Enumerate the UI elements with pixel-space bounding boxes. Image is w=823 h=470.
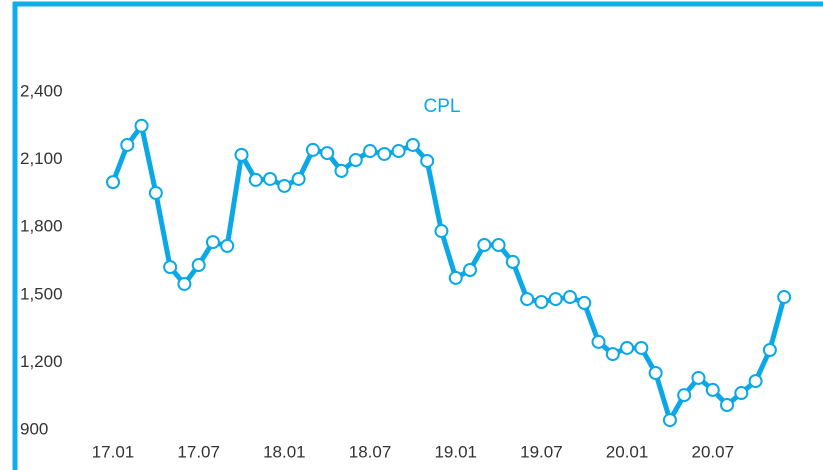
y-tick-label: 1,800 — [20, 217, 63, 236]
x-tick-label: 19.01 — [434, 442, 477, 461]
point — [106, 175, 120, 190]
point — [248, 172, 263, 187]
x-tick-label: 20.07 — [691, 442, 734, 461]
legend-label: CPL — [424, 96, 461, 117]
point — [505, 254, 520, 269]
point — [734, 386, 749, 401]
point — [220, 238, 235, 253]
point — [777, 290, 792, 305]
x-tick-label: 18.01 — [263, 442, 306, 461]
point — [148, 185, 163, 200]
point — [562, 290, 577, 305]
point — [748, 374, 763, 389]
x-tick-label: 19.07 — [520, 442, 563, 461]
point — [648, 365, 663, 380]
point — [691, 370, 706, 385]
point — [305, 142, 320, 157]
point — [620, 340, 635, 355]
y-tick-label: 2,100 — [20, 149, 63, 168]
point — [191, 258, 206, 273]
point — [205, 235, 220, 250]
point — [720, 397, 735, 412]
point — [177, 276, 192, 291]
point — [463, 263, 477, 278]
point — [134, 118, 149, 133]
point — [263, 171, 278, 186]
x-tick-label: 17.07 — [177, 442, 220, 461]
point — [591, 334, 606, 349]
point — [320, 146, 335, 161]
point — [377, 146, 392, 161]
point — [634, 340, 649, 355]
point — [234, 147, 249, 162]
point — [662, 413, 677, 428]
point — [334, 163, 349, 178]
point — [348, 153, 363, 168]
point — [120, 137, 135, 152]
y-tick-label: 1,200 — [20, 352, 63, 371]
x-tick-label: 18.07 — [349, 442, 392, 461]
point — [520, 292, 535, 307]
point — [705, 382, 720, 397]
y-tick-label: 2,400 — [20, 81, 63, 100]
x-tick-label: 20.01 — [606, 442, 649, 461]
point — [491, 238, 506, 253]
point — [477, 238, 492, 253]
point — [448, 270, 463, 285]
y-tick-label: 1,500 — [20, 284, 63, 303]
point — [577, 295, 592, 310]
point — [391, 144, 406, 159]
point — [548, 292, 563, 307]
y-tick-label: 900 — [20, 419, 48, 438]
point — [420, 153, 435, 168]
point — [277, 178, 292, 193]
point — [677, 388, 692, 403]
x-tick-label: 17.01 — [92, 442, 135, 461]
point — [405, 137, 420, 152]
point — [762, 343, 777, 358]
point — [434, 224, 449, 239]
point — [605, 347, 620, 362]
point — [291, 171, 306, 186]
point — [163, 260, 178, 275]
point — [534, 295, 549, 310]
point — [363, 144, 378, 159]
